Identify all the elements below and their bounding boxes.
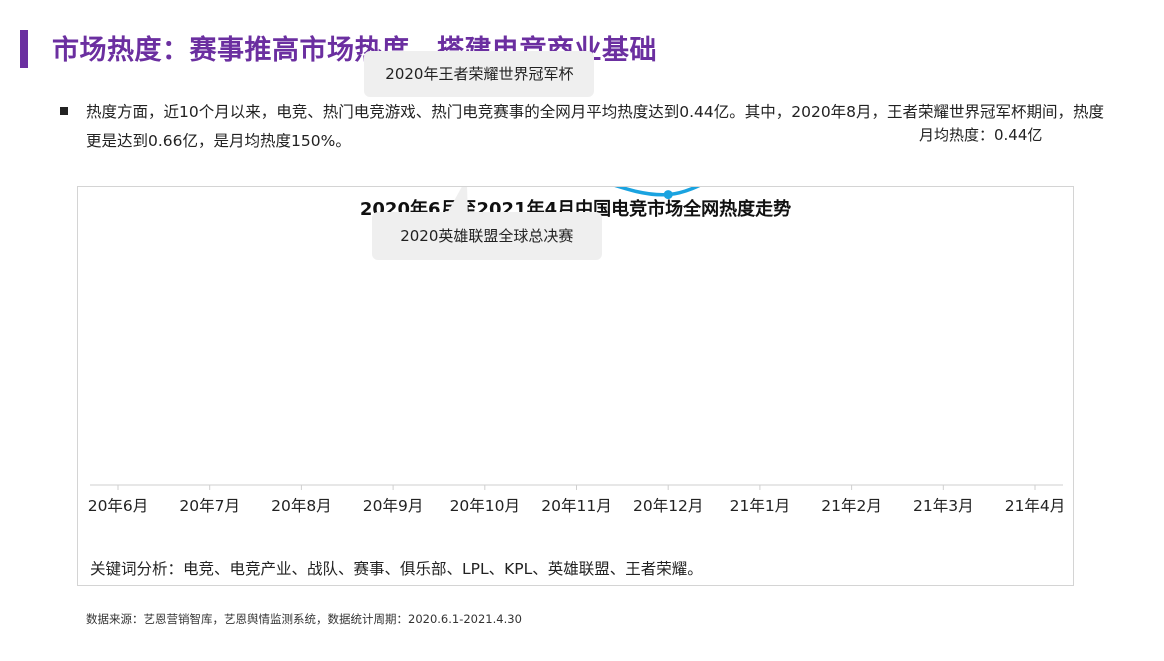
x-tick-label: 20年6月 [88,497,149,515]
x-tick-label: 20年11月 [541,497,611,515]
x-tick-label: 20年9月 [363,497,424,515]
x-tick-label: 21年2月 [821,497,882,515]
data-point-6 [663,190,673,200]
line-chart: 20年6月 20年7月 20年8月 20年9月 20年10月 20年11月 20年12月 21… [88,187,1066,515]
callout-pointer [447,187,468,212]
average-line-label: 月均热度：0.44亿 [919,126,1043,145]
data-source: 数据来源：艺恩营销智库，艺恩舆情监测系统，数据统计周期：2020.6.1-202… [86,612,522,626]
chart-panel: 2020年6月至2021年4月中国电竞市场全网热度走势 20年6月 20年7月 20… [77,51,1074,586]
title-accent-bar [20,30,28,68]
x-tick-label: 20年10月 [450,497,520,515]
x-tick-label: 20年7月 [179,497,240,515]
x-tick-label: 21年1月 [730,497,791,515]
x-tick-label: 20年8月 [271,497,332,515]
annotation-callout: 2020年王者荣耀世界冠军杯 [364,51,595,98]
summary-paragraph: 热度方面，近10个月以来，电竞、热门电竞游戏、热门电竞赛事的全网月平均热度达到0… [86,103,1105,150]
x-tick-label: 21年4月 [1005,497,1066,515]
x-tick-label: 21年3月 [913,497,974,515]
keywords-text: 关键词分析：电竞、电竞产业、战队、赛事、俱乐部、LPL、KPL、英雄联盟、王者荣… [90,560,703,578]
series-line [614,187,701,197]
annotation-callout: 2020英雄联盟全球总决赛 [371,211,602,260]
x-tick-label: 20年12月 [633,497,703,515]
bullet-marker [60,107,68,115]
